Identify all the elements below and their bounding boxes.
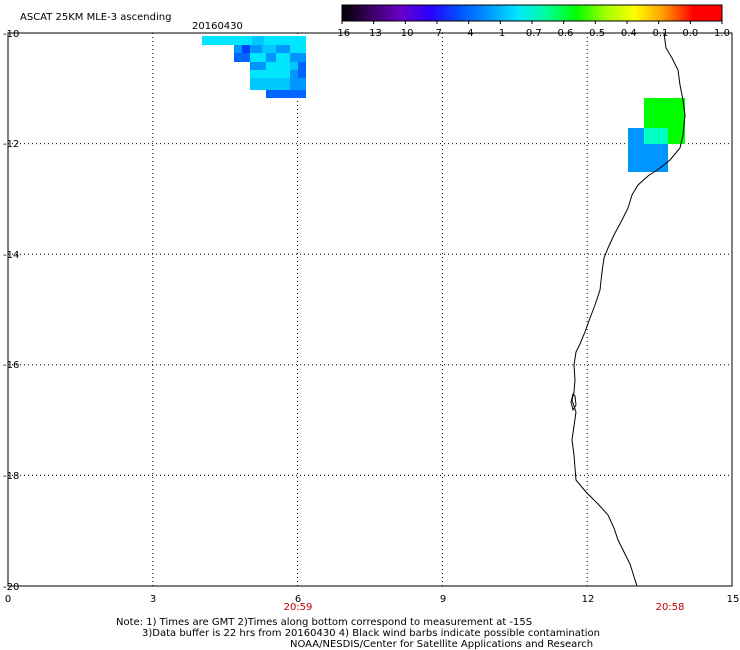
data-cell (290, 70, 298, 78)
colorbar-segment (429, 5, 460, 21)
colorbar-segment (488, 5, 518, 21)
note-line-1: Note: 1) Times are GMT 2)Times along bot… (116, 617, 533, 628)
data-cell (266, 62, 290, 70)
colorbar-label: -0.6 (554, 28, 574, 39)
time-label: 20:59 (284, 602, 313, 613)
data-cell (290, 53, 306, 62)
data-cell (628, 144, 668, 172)
colorbar-segment (458, 5, 489, 21)
data-cell (234, 45, 242, 53)
data-cell (290, 62, 298, 70)
data-cell (628, 128, 644, 144)
data-cell (202, 36, 252, 45)
colorbar-segment (605, 5, 635, 21)
data-cell (298, 62, 306, 70)
plot-frame (7, 32, 733, 587)
colorbar-label: -1 (495, 28, 505, 39)
data-cell (276, 45, 290, 53)
data-cell (290, 78, 306, 90)
data-cell (250, 62, 266, 70)
colorbar-segment (634, 5, 665, 21)
colorbar (341, 4, 723, 22)
grid (8, 33, 732, 586)
data-cell (298, 70, 306, 78)
note-line-3: NOAA/NESDIS/Center for Satellite Applica… (290, 639, 594, 650)
x-tick-label: 12 (582, 594, 595, 605)
island-outline (570, 393, 577, 412)
x-tick-label: 6 (295, 594, 301, 605)
chart-title: ASCAT 25KM MLE-3 ascending (20, 12, 171, 23)
data-cell (290, 45, 306, 53)
colorbar-segment (546, 5, 577, 21)
colorbar-label: -0.4 (617, 28, 637, 39)
colorbar-label: -0.7 (522, 28, 542, 39)
y-tick-label: -12 (3, 139, 19, 150)
data-cell (264, 36, 306, 45)
colorbar-segment (575, 5, 606, 21)
colorbar-segment (663, 5, 694, 21)
data-cell (242, 45, 250, 53)
data-cell (266, 90, 306, 98)
colorbar-label: -16 (334, 28, 350, 39)
data-cell (250, 45, 262, 53)
data-cell (644, 98, 685, 128)
data-cell (644, 128, 668, 144)
colorbar-label: -0.5 (586, 28, 606, 39)
colorbar-label: 1.0 (714, 28, 730, 39)
colorbar-segment (400, 5, 431, 21)
colorbar-label: 0.0 (682, 28, 698, 39)
y-tick-label: -14 (3, 250, 19, 261)
data-cell (668, 128, 685, 144)
colorbar-label: -0.1 (649, 28, 669, 39)
x-tick-label: 0 (5, 594, 11, 605)
note-line-2: 3)Data buffer is 22 hrs from 20160430 4)… (142, 628, 600, 639)
x-tick-label: 3 (150, 594, 156, 605)
data-cell (250, 70, 290, 78)
x-tick-label: 15 (727, 594, 740, 605)
colorbar-label: -13 (365, 28, 381, 39)
y-tick-label: -20 (3, 582, 19, 593)
y-tick-label: -18 (3, 471, 19, 482)
data-cell (266, 53, 276, 62)
data-cell (262, 45, 276, 53)
colorbar-segment (517, 5, 548, 21)
y-tick-label: -16 (3, 360, 19, 371)
colorbar-label: -10 (397, 28, 413, 39)
data-cell (250, 53, 266, 62)
data-cell (252, 36, 264, 45)
colorbar-labels: -16 -13 -10 -7 -4 -1 -0.7 -0.6 -0.5 -0.4 -0.1 0.0 1.… (334, 21, 730, 39)
x-tick-label: 9 (440, 594, 446, 605)
data-cell (250, 78, 290, 90)
time-label: 20:58 (656, 602, 685, 613)
colorbar-label: -7 (432, 28, 442, 39)
y-tick-label: -10 (3, 29, 19, 40)
date-label: 20160430 (192, 21, 243, 32)
colorbar-label: -4 (464, 28, 474, 39)
data-cell (276, 53, 290, 62)
colorbar-segment (692, 5, 723, 21)
colorbar-segment (371, 5, 401, 21)
colorbar-segment (342, 5, 372, 21)
coastline (571, 32, 686, 587)
data-cell (234, 53, 250, 62)
data-cells (202, 36, 685, 172)
